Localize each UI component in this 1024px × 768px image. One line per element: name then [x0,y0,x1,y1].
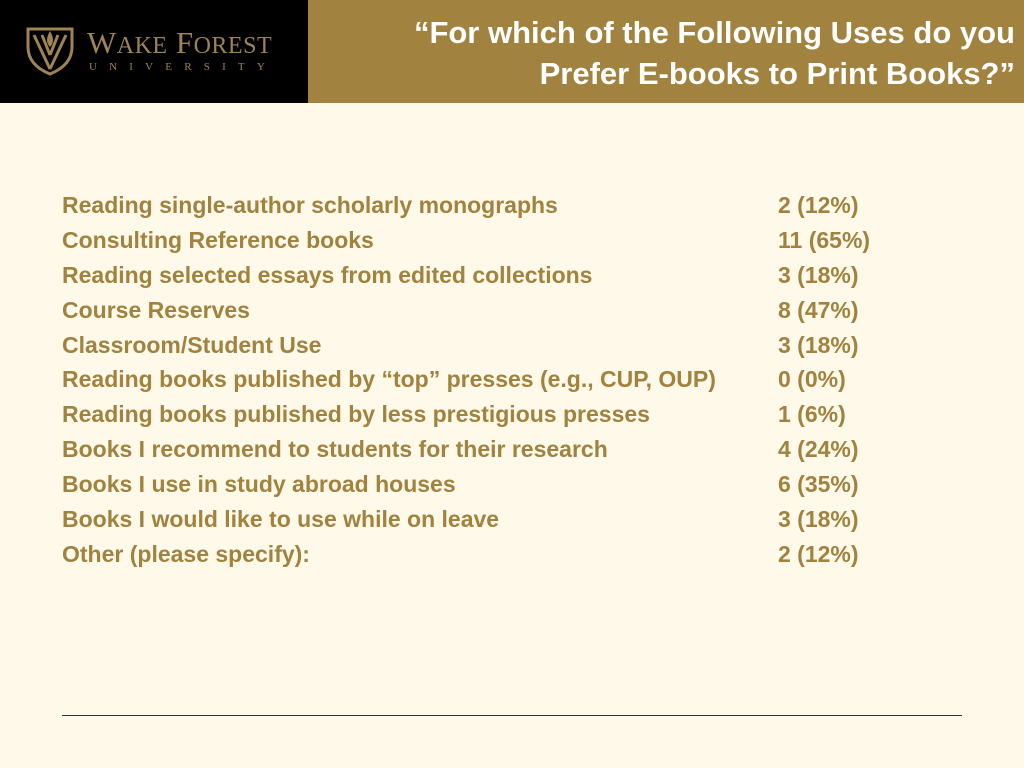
logo-letters-ake: AKE [116,33,168,59]
result-label: Reading books published by less prestigi… [62,401,650,428]
result-value: 4 (24%) [778,436,859,463]
results-row: Reading selected essays from edited coll… [62,258,942,293]
result-value: 8 (47%) [778,296,859,323]
logo-space [168,25,176,60]
result-value: 6 (35%) [778,471,859,498]
result-label: Books I would like to use while on leave [62,506,500,533]
result-label: Course Reserves [62,296,250,323]
results-row: Other (please specify): 2 (12%) [62,537,942,572]
logo-letters-orest: OREST [193,33,273,59]
logo-wordmark: WAKE FOREST [87,26,272,63]
results-row: Books I would like to use while on leave… [62,502,942,537]
results-row: Reading single-author scholarly monograp… [62,188,942,223]
slide-title-line2: Prefer E-books to Print Books?” [539,56,1015,91]
results-row: Books I recommend to students for their … [62,432,942,467]
result-label: Consulting Reference books [62,226,374,253]
result-value: 3 (18%) [778,261,859,288]
result-value: 11 (65%) [778,226,871,253]
result-label: Reading selected essays from edited coll… [62,261,593,288]
result-value: 3 (18%) [778,506,859,533]
result-value: 1 (6%) [778,401,846,428]
result-value: 2 (12%) [778,192,859,218]
logo-initial-f: F [175,25,194,60]
logo-initial-w: W [87,25,117,60]
results-row: Consulting Reference books 11 (65%) [62,223,942,258]
results-row: Classroom/Student Use 3 (18%) [62,328,942,363]
result-label: Books I recommend to students for their … [62,436,608,463]
results-row: Reading books published by “top” presses… [62,362,942,397]
slide-title-line1: “For which of the Following Uses do you [413,15,1015,50]
shield-icon [26,27,74,76]
results-row: Reading books published by less prestigi… [62,397,942,432]
result-value: 0 (0%) [778,366,846,393]
result-label: Other (please specify): [62,540,310,567]
result-label: Books I use in study abroad houses [62,471,456,498]
results-list: Reading single-author scholarly monograp… [62,188,942,572]
result-label: Classroom/Student Use [62,331,322,358]
logo-subtitle: UNIVERSITY [89,61,277,73]
result-value: 2 (12%) [778,540,859,567]
result-value: 3 (18%) [778,331,859,358]
slide-title: “For which of the Following Uses do you … [414,12,1015,94]
footer-divider [62,715,962,716]
results-row: Course Reserves 8 (47%) [62,293,942,328]
title-bar: “For which of the Following Uses do you … [308,0,1024,103]
results-row: Books I use in study abroad houses 6 (35… [62,467,942,502]
result-label: Reading books published by “top” presses… [62,366,716,393]
university-logo: WAKE FOREST UNIVERSITY [0,0,308,103]
result-label: Reading single-author scholarly monograp… [62,192,558,218]
